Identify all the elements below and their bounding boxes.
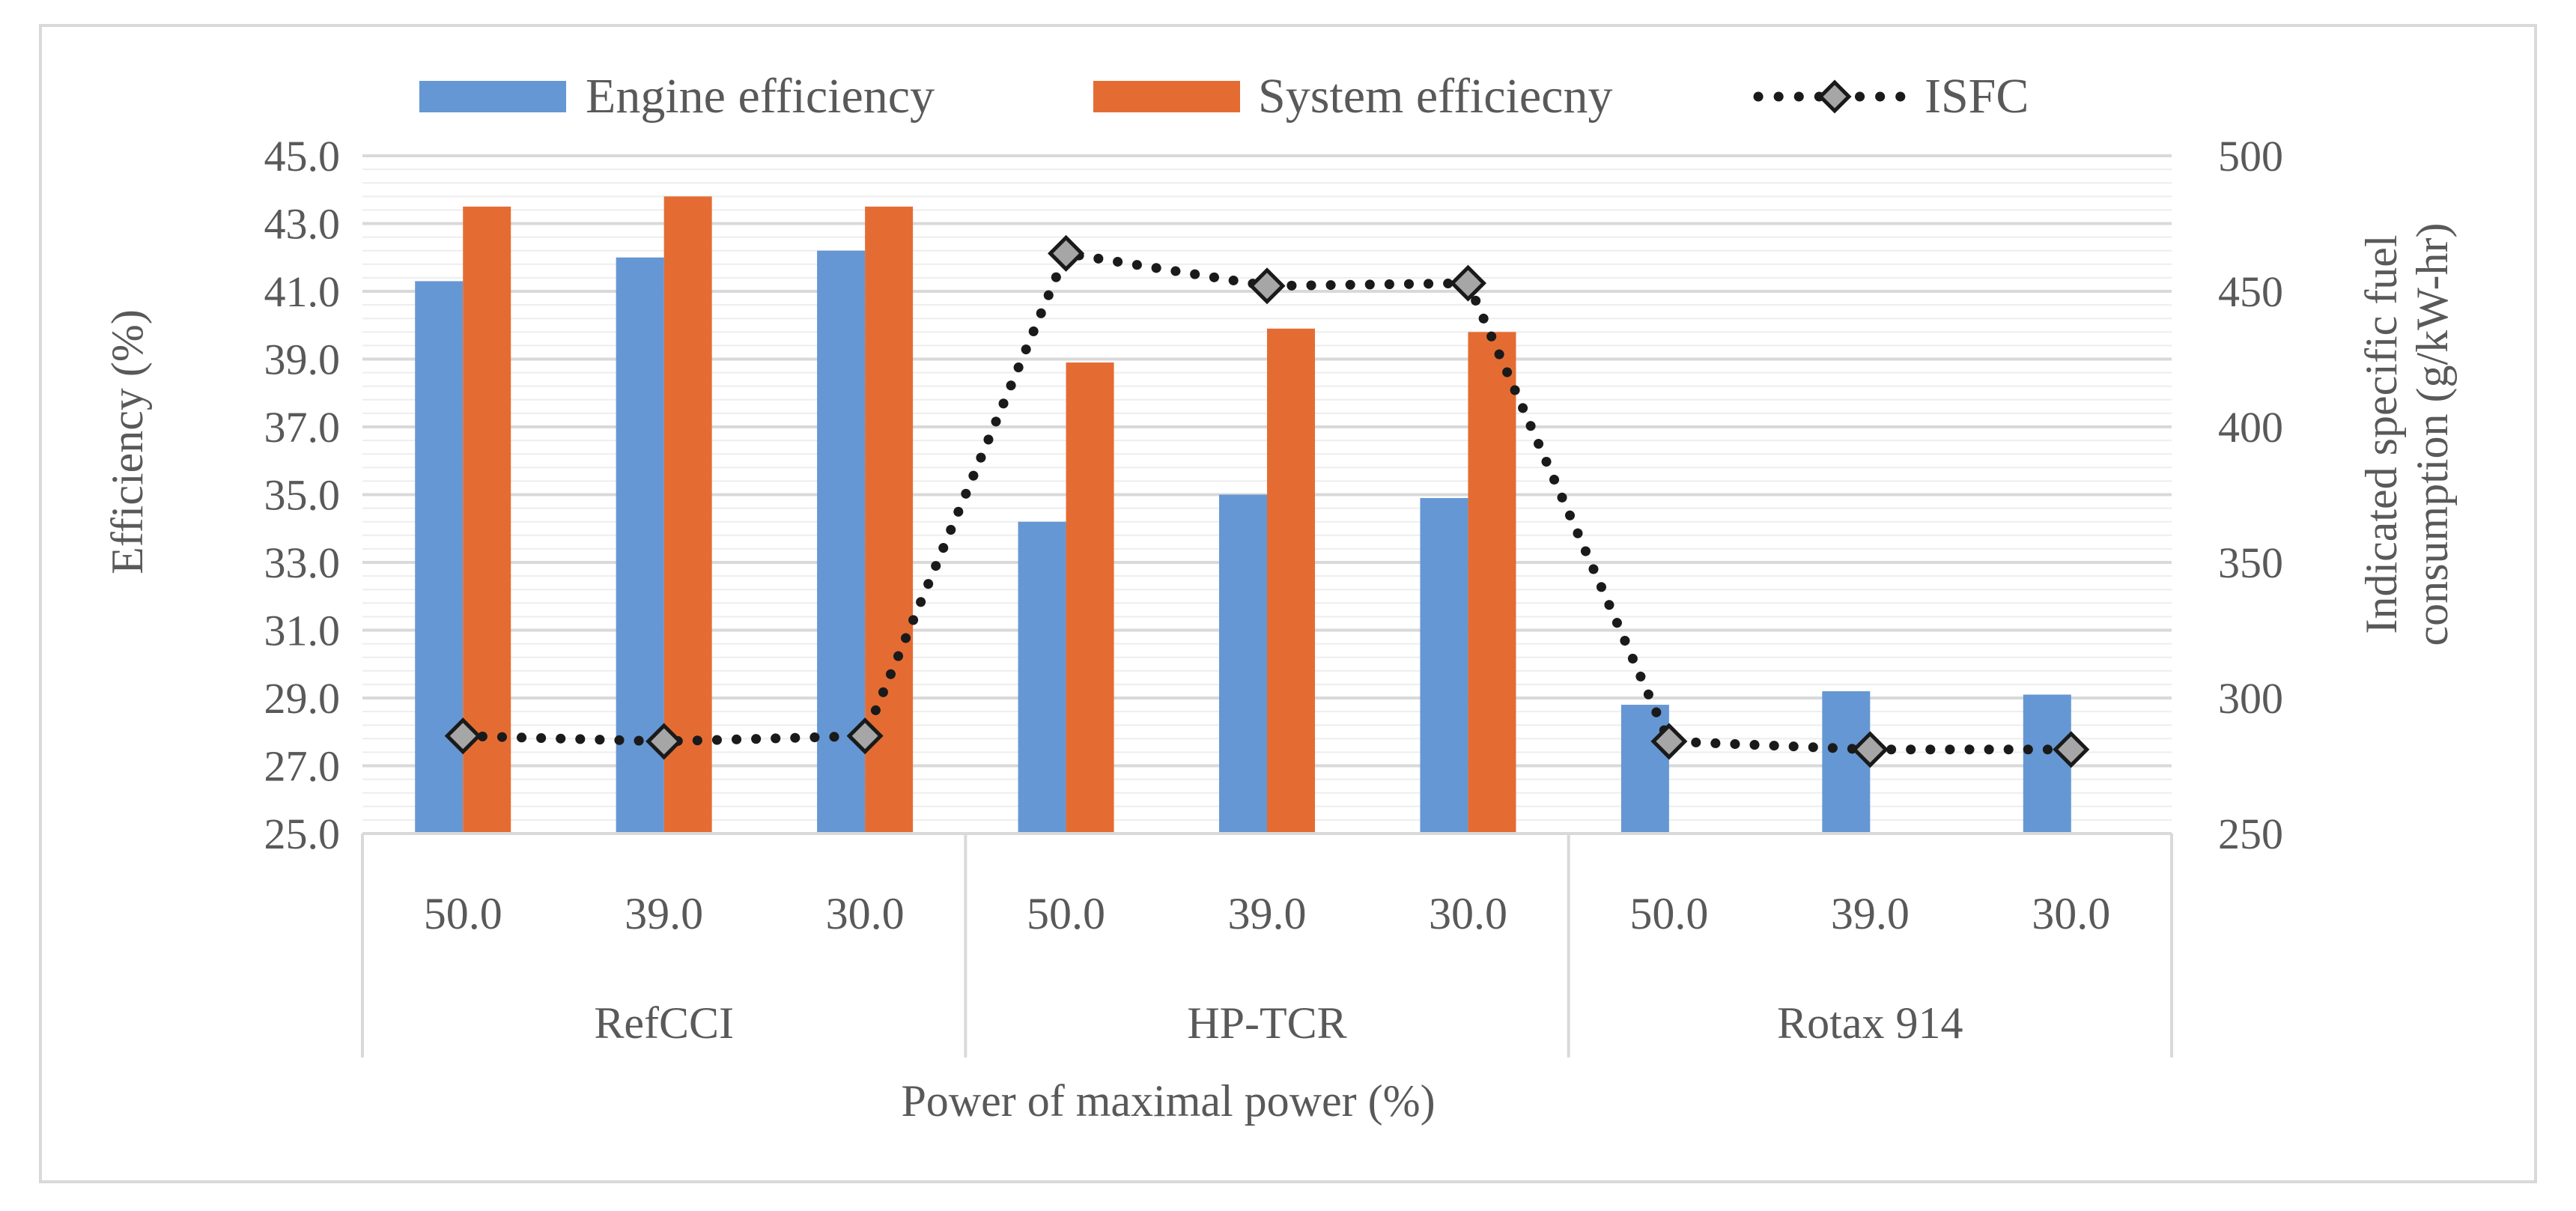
y2-tick-label: 300 [2218,674,2283,723]
isfc-marker [645,723,683,760]
x-tick-label: 30.0 [2032,889,2110,938]
isfc-marker [1048,234,1085,272]
y-tick-label: 35.0 [264,471,341,520]
bar-engine-efficiency [1822,691,1871,834]
y2-tick-label: 450 [2218,267,2283,316]
bar-engine-efficiency [1219,494,1267,834]
bar-system-efficiecny [1066,362,1114,834]
y2-axis-title-line2: consumption (g/kW-hr) [2408,223,2457,646]
y-tick-label: 29.0 [264,674,341,723]
bar-engine-efficiency [1620,705,1669,834]
bar-system-efficiecny [1468,332,1516,834]
y-tick-label: 33.0 [264,538,341,587]
x-tick-label: 39.0 [1831,889,1910,938]
x-tick-label: 50.0 [424,889,502,938]
isfc-marker [444,717,482,755]
bar-engine-efficiency [415,281,464,834]
bar-engine-efficiency [2023,694,2071,834]
isfc-marker [1449,264,1486,302]
bar-system-efficiecny [663,196,712,834]
x-tick-label: 50.0 [1629,889,1708,938]
group-label: RefCCI [594,998,734,1048]
isfc-marker [1248,267,1286,305]
legend-label-isfc: ISFC [1925,69,2029,124]
y-tick-label: 41.0 [264,267,341,316]
y-tick-label: 43.0 [264,200,341,249]
y2-tick-label: 250 [2218,810,2283,858]
y-tick-label: 25.0 [264,810,341,858]
isfc-marker [2053,731,2090,768]
x-axis-title: Power of maximal power (%) [901,1076,1435,1126]
legend-swatch-system-efficiency [1093,81,1240,112]
isfc-marker [1851,731,1889,768]
bar-engine-efficiency [1018,521,1066,834]
x-tick-label: 50.0 [1027,889,1105,938]
legend-label-system-efficiency: System efficiecny [1258,69,1612,124]
y-tick-label: 27.0 [264,742,341,791]
isfc-line [444,234,2090,768]
bar-system-efficiecny [1267,328,1315,834]
y2-tick-label: 500 [2218,132,2283,180]
y-tick-label: 37.0 [264,403,341,452]
x-tick-label: 39.0 [1228,889,1307,938]
group-label: HP-TCR [1187,998,1346,1048]
y-tick-label: 31.0 [264,607,341,655]
y2-axis-title-line1: Indicated specific fuel [2357,234,2406,634]
y-tick-label: 39.0 [264,336,341,384]
x-tick-label: 39.0 [625,889,703,938]
y2-tick-label: 350 [2218,538,2283,587]
x-tick-label: 30.0 [1429,889,1507,938]
isfc-marker [1650,723,1688,760]
legend: Engine efficiency System efficiecny ISFC [419,69,2029,124]
legend-label-engine-efficiency: Engine efficiency [586,69,935,124]
axes: 25.0 27.0 29.0 31.0 33.0 35.0 37.0 39.0 41.0 43.0… [264,132,2283,1057]
legend-swatch-engine-efficiency [419,81,566,112]
isfc-marker [846,717,884,755]
y-axis-title: Efficiency (%) [103,309,152,574]
legend-marker-isfc [1817,79,1852,114]
y-tick-label: 45.0 [264,132,341,180]
y2-tick-label: 400 [2218,403,2283,452]
group-label: Rotax 914 [1777,998,1963,1048]
x-tick-label: 30.0 [826,889,905,938]
bar-engine-efficiency [1420,498,1468,834]
